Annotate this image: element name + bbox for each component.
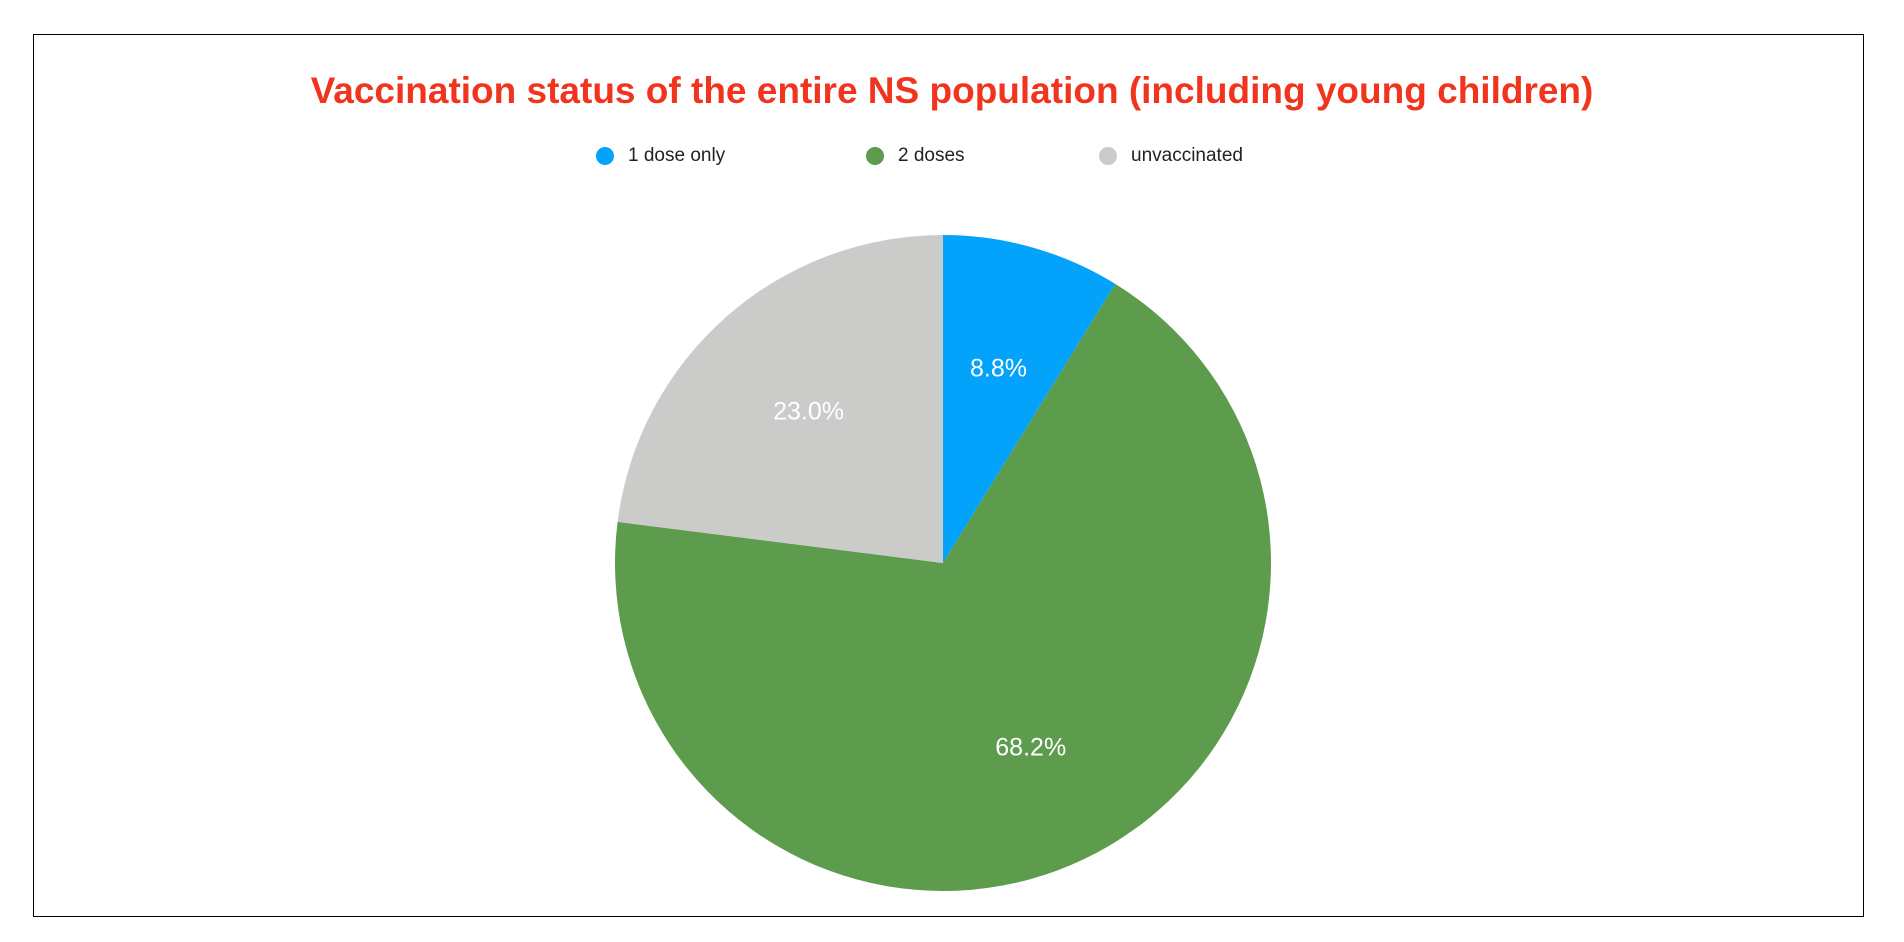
legend: 1 dose only 2 doses unvaccinated [0,145,1904,175]
legend-marker [596,147,614,165]
legend-marker [866,147,884,165]
legend-label: unvaccinated [1131,145,1243,166]
slice-label: 8.8% [970,354,1027,382]
pie-slice-2-doses [615,283,1271,892]
chart-title: Vaccination status of the entire NS popu… [310,70,1594,111]
chart-frame [33,34,1864,917]
pie-slice-unvaccinated [617,235,943,563]
legend-label: 1 dose only [628,145,726,166]
legend-marker [1099,147,1117,165]
legend-item-2-doses: 2 doses [866,145,965,167]
legend-item-1-dose: 1 dose only [596,145,725,167]
legend-label: 2 doses [898,145,965,166]
legend-item-unvaccinated: unvaccinated [1099,145,1243,167]
slice-label: 68.2% [995,733,1066,761]
slice-label: 23.0% [773,397,844,425]
pie-slice-1-dose-only [943,235,1116,563]
